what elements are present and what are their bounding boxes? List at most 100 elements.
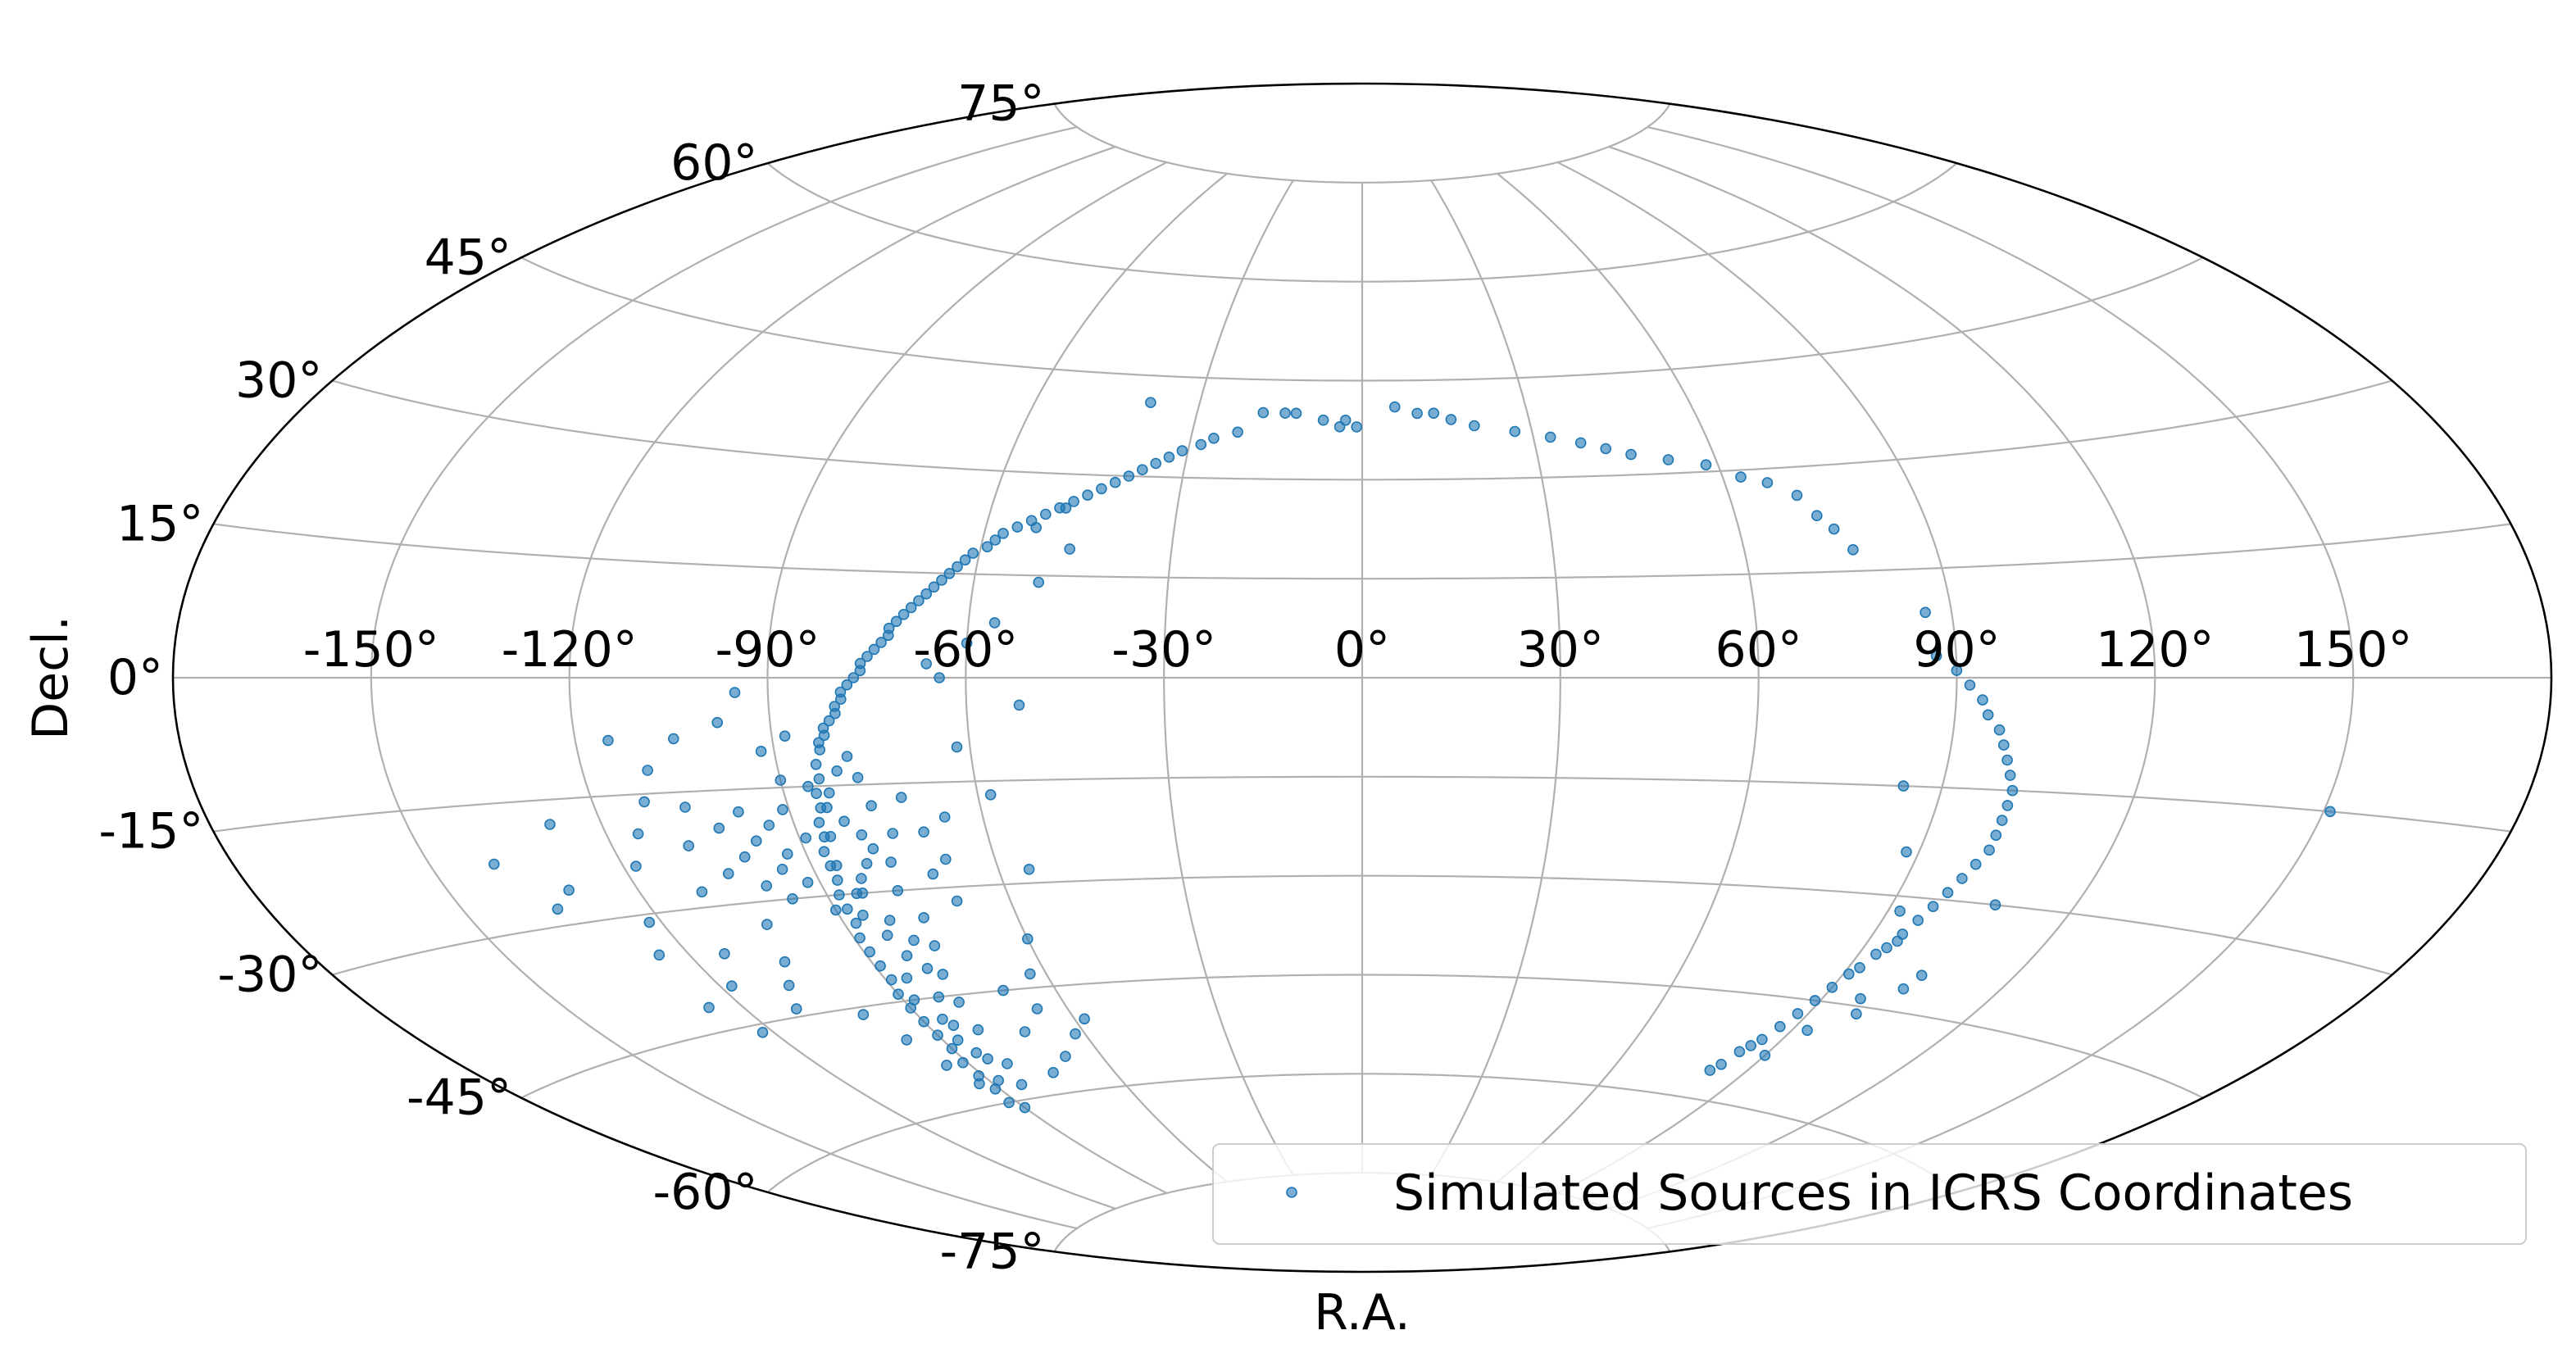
ra-tick-label: 150° xyxy=(2294,621,2413,679)
data-point xyxy=(1351,421,1362,433)
data-point xyxy=(1881,942,1892,954)
ra-tick-label: -60° xyxy=(913,621,1018,679)
data-point xyxy=(934,672,945,683)
data-point xyxy=(952,561,963,573)
data-point xyxy=(1625,448,1637,461)
data-point xyxy=(841,679,853,691)
data-point xyxy=(856,888,869,899)
data-point xyxy=(951,741,963,753)
data-point xyxy=(1996,815,2008,826)
data-point xyxy=(1064,543,1075,555)
data-point xyxy=(800,832,812,844)
data-point xyxy=(653,949,666,961)
data-point xyxy=(890,615,902,628)
data-point xyxy=(835,693,847,706)
data-point xyxy=(984,788,997,801)
data-point xyxy=(1847,543,1859,556)
data-point xyxy=(997,528,1009,539)
data-point xyxy=(1927,901,1939,912)
data-point xyxy=(2001,800,2014,811)
data-point xyxy=(981,541,993,553)
data-point xyxy=(1040,508,1052,520)
dec-tick-label: -75° xyxy=(940,1223,1045,1280)
data-point xyxy=(1195,438,1207,451)
data-point xyxy=(989,534,1002,546)
data-point xyxy=(993,1074,1004,1087)
data-point xyxy=(1257,406,1270,419)
dec-tick-label: -30° xyxy=(217,947,322,1004)
data-point xyxy=(861,858,873,869)
data-point xyxy=(1022,933,1034,945)
ra-tick-label: -150° xyxy=(303,621,439,679)
data-point xyxy=(552,903,564,915)
data-point xyxy=(642,765,653,776)
data-point xyxy=(729,687,741,698)
data-point xyxy=(763,819,775,831)
data-point xyxy=(908,934,920,947)
parallel-line xyxy=(332,379,2392,481)
data-point xyxy=(831,765,843,777)
data-point xyxy=(810,758,822,770)
ra-tick-label: -120° xyxy=(502,621,638,679)
data-point xyxy=(683,840,695,851)
data-point xyxy=(777,804,788,815)
data-point xyxy=(831,874,843,886)
data-point xyxy=(632,828,644,840)
parallel-line xyxy=(766,162,1958,283)
data-point xyxy=(897,608,910,620)
data-point xyxy=(787,893,798,905)
data-point xyxy=(719,948,730,960)
data-point xyxy=(755,745,767,757)
data-point xyxy=(1969,858,1982,870)
data-point xyxy=(841,751,853,762)
data-point xyxy=(857,1009,870,1020)
data-point xyxy=(1901,846,1912,858)
data-point xyxy=(936,574,947,586)
data-point xyxy=(913,595,925,606)
data-point xyxy=(861,651,873,662)
data-point xyxy=(856,829,868,841)
data-point xyxy=(972,1024,984,1036)
data-point xyxy=(2006,784,2019,797)
parallel-line xyxy=(520,257,2204,382)
data-point xyxy=(823,787,835,799)
data-point xyxy=(638,796,650,808)
data-point xyxy=(868,643,880,656)
data-point xyxy=(1150,457,1161,470)
data-point xyxy=(1068,496,1079,507)
data-point xyxy=(1930,650,1942,662)
data-point xyxy=(829,707,841,720)
data-point xyxy=(959,554,971,566)
ra-tick-label: -30° xyxy=(1111,621,1216,679)
data-point xyxy=(813,816,825,829)
data-point xyxy=(2324,806,2336,818)
data-point xyxy=(920,588,932,600)
data-point xyxy=(921,963,934,974)
data-point xyxy=(1811,510,1823,522)
data-point xyxy=(838,815,850,828)
data-point xyxy=(1389,401,1401,413)
parallel-line xyxy=(766,1073,1958,1193)
data-point xyxy=(854,932,865,944)
data-point xyxy=(1897,780,1910,792)
data-point xyxy=(887,828,898,839)
ra-tick-label: 30° xyxy=(1517,621,1604,679)
data-point xyxy=(932,1029,943,1041)
data-point xyxy=(908,994,920,1006)
data-point xyxy=(1828,523,1840,535)
data-point xyxy=(1031,1003,1043,1015)
data-point xyxy=(953,997,965,1008)
data-point xyxy=(881,929,893,942)
data-point xyxy=(811,788,822,800)
data-point xyxy=(867,842,879,855)
data-point xyxy=(602,734,614,747)
data-point xyxy=(1735,471,1747,483)
data-point xyxy=(1024,968,1036,980)
data-point xyxy=(756,1027,769,1038)
data-point xyxy=(818,846,830,857)
data-point xyxy=(1600,443,1611,455)
data-point xyxy=(1013,699,1025,711)
data-point xyxy=(893,988,904,1000)
data-point xyxy=(1469,420,1480,432)
